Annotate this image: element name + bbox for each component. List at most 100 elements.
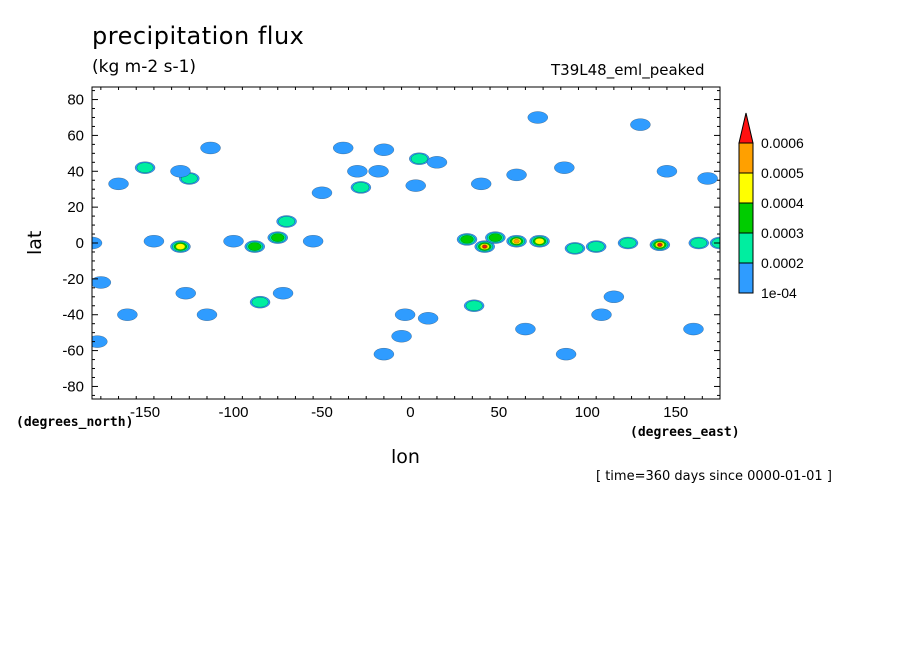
contour-level-3 [271, 233, 285, 242]
contour-level-1 [92, 335, 108, 348]
precip-cell-42 [527, 111, 548, 124]
contour-level-1 [373, 348, 394, 361]
precip-cell-30 [426, 156, 448, 169]
contour-level-2 [619, 237, 637, 249]
colorbar: 1e-04 0.0002 0.0003 0.0004 0.0005 0.0006 [738, 112, 804, 301]
colorbar-box-3 [738, 202, 754, 234]
colorbar-label: 0.0005 [761, 165, 804, 181]
contour-level-1 [603, 290, 624, 303]
precip-cell-24 [373, 143, 394, 156]
precip-cell-32 [418, 312, 439, 325]
contour-level-1 [471, 177, 492, 190]
contour-level-1 [347, 165, 368, 178]
contour-level-2 [251, 297, 269, 308]
contour-level-1 [170, 165, 191, 178]
y-tick-label: 0 [76, 235, 84, 252]
colorbar-extend-arrow [738, 112, 754, 144]
precip-cell-21 [333, 141, 354, 155]
contour-level-3 [248, 242, 262, 251]
x-tick-label: 100 [575, 404, 600, 421]
precip-cell-20 [311, 186, 333, 199]
precip-cell-40 [464, 299, 485, 312]
precip-cell-41 [515, 322, 536, 336]
colorbar-box-1 [738, 262, 754, 294]
contour-level-1 [418, 312, 439, 325]
contour-level-1 [697, 172, 718, 185]
precip-cell-38 [471, 177, 492, 190]
contour-level-1 [591, 308, 612, 321]
precip-cell-36 [506, 235, 527, 248]
x-units-label: (degrees_east) [630, 425, 740, 440]
contour-level-1 [656, 165, 678, 178]
x-tick-label: 0 [406, 404, 414, 421]
contour-level-1 [92, 276, 111, 289]
y-tick-label: -20 [62, 271, 84, 288]
y-axis-ticks: 80 60 40 20 0 -20 -40 -60 -80 [62, 90, 720, 396]
precip-cell-56 [683, 322, 704, 336]
x-axis-label: lon [391, 446, 420, 468]
precip-cell-25 [368, 165, 389, 178]
precip-cell-55 [697, 172, 718, 185]
precip-cell-33 [456, 233, 478, 246]
chart-title: precipitation flux [92, 22, 305, 50]
y-tick-label: -80 [62, 378, 84, 395]
time-info: [ time=360 days since 0000-01-01 ] [596, 469, 832, 484]
units-label: (kg m-2 s-1) [92, 57, 197, 77]
precip-cell-14 [244, 240, 265, 253]
contour-level-1 [117, 308, 138, 321]
contour-level-1 [196, 308, 218, 321]
precip-cell-27 [395, 308, 416, 321]
contour-level-1 [391, 330, 412, 343]
contour-level-2 [566, 243, 584, 254]
contour-level-1 [405, 179, 426, 192]
y-tick-label: 40 [67, 163, 84, 180]
y-tick-label: 80 [67, 92, 84, 109]
contour-level-1 [683, 322, 704, 336]
precip-cell-13 [223, 235, 244, 248]
precip-cell-44 [564, 242, 586, 255]
precip-cell-43 [554, 161, 575, 174]
x-tick-label: 150 [663, 404, 688, 421]
y-units-label: (degrees_north) [16, 415, 134, 430]
contour-level-1 [223, 235, 244, 248]
y-tick-label: -40 [62, 307, 84, 324]
contour-level-1 [333, 141, 354, 155]
precip-cell-22 [347, 165, 368, 178]
x-tick-label: 50 [491, 404, 508, 421]
precip-cell-4 [108, 177, 129, 190]
contour-level-1 [515, 322, 536, 336]
colorbar-box-5 [738, 142, 754, 174]
contour-level-1 [311, 186, 333, 199]
contour-level-1 [303, 235, 324, 248]
precip-cell-35 [485, 231, 506, 244]
contour-level-4 [534, 238, 545, 245]
colorbar-label: 0.0004 [761, 195, 804, 211]
colorbar-box-4 [738, 172, 754, 204]
contour-level-2 [278, 216, 295, 227]
contour-level-2 [410, 153, 428, 164]
precip-cell-34 [474, 240, 495, 253]
contour-level-1 [555, 348, 577, 361]
precip-cell-15 [249, 296, 271, 309]
contour-level-2 [136, 162, 154, 173]
precip-cell-26 [373, 348, 394, 361]
precip-cell-31 [405, 179, 426, 192]
contour-level-3 [460, 235, 474, 244]
contour-level-1 [630, 118, 651, 131]
contour-level-1 [527, 111, 548, 124]
precip-cell-49 [617, 236, 639, 250]
contour-level-2 [690, 237, 708, 249]
precip-cell-39 [506, 168, 527, 181]
precip-cell-8 [200, 141, 221, 155]
contour-level-1 [373, 143, 394, 156]
colorbar-box-2 [738, 232, 754, 264]
contour-level-1 [554, 161, 575, 174]
run-label: T39L48_eml_peaked [551, 61, 705, 79]
contour-level-2 [352, 182, 370, 193]
precip-cell-46 [555, 348, 577, 361]
colorbar-label: 1e-04 [761, 285, 797, 301]
x-tick-label: -100 [219, 404, 249, 421]
precip-cell-53 [656, 165, 678, 178]
precip-cell-5 [134, 161, 156, 174]
